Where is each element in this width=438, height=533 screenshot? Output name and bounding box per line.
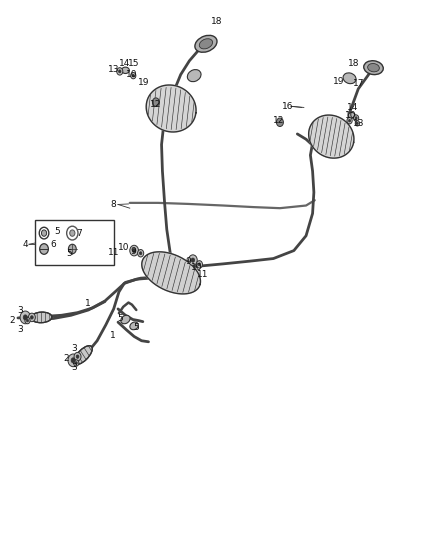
Text: 5: 5	[117, 314, 123, 323]
Text: 3: 3	[17, 325, 22, 334]
Text: 17: 17	[353, 79, 365, 88]
Ellipse shape	[74, 346, 92, 365]
Circle shape	[71, 358, 75, 363]
Text: 12: 12	[273, 116, 285, 125]
Circle shape	[28, 313, 35, 321]
Text: 19: 19	[138, 78, 150, 87]
Text: 14: 14	[347, 103, 359, 112]
Text: 4: 4	[22, 240, 28, 249]
Ellipse shape	[121, 67, 129, 74]
Polygon shape	[146, 85, 196, 132]
Circle shape	[132, 248, 136, 253]
Circle shape	[70, 230, 75, 236]
Text: 10: 10	[118, 244, 130, 253]
Circle shape	[31, 316, 33, 319]
Ellipse shape	[199, 39, 212, 49]
Ellipse shape	[187, 70, 201, 82]
Ellipse shape	[364, 61, 383, 75]
Text: 11: 11	[108, 248, 120, 257]
Circle shape	[68, 244, 76, 254]
Ellipse shape	[195, 35, 217, 52]
Text: 11: 11	[197, 270, 208, 279]
Circle shape	[353, 115, 359, 121]
Ellipse shape	[343, 73, 356, 84]
Text: 3: 3	[72, 344, 78, 353]
Text: 15: 15	[128, 60, 140, 68]
Text: 5: 5	[134, 323, 139, 332]
Circle shape	[74, 352, 81, 361]
Ellipse shape	[31, 312, 52, 322]
Text: 3: 3	[72, 363, 78, 372]
Circle shape	[132, 74, 134, 77]
Circle shape	[198, 263, 201, 266]
Circle shape	[130, 245, 138, 256]
Text: 9: 9	[186, 257, 191, 265]
Text: 7: 7	[76, 229, 82, 238]
Text: 19: 19	[333, 77, 344, 86]
Text: 13: 13	[353, 119, 364, 128]
Text: 3: 3	[17, 306, 22, 315]
Text: 18: 18	[211, 17, 223, 26]
Text: 18: 18	[348, 60, 360, 68]
Text: 8: 8	[111, 200, 117, 209]
Circle shape	[74, 360, 79, 366]
Text: 14: 14	[119, 60, 130, 68]
Text: 2: 2	[10, 316, 15, 325]
Circle shape	[20, 311, 31, 324]
Circle shape	[152, 98, 159, 107]
Circle shape	[357, 122, 358, 124]
Circle shape	[191, 258, 194, 262]
Bar	[35, 220, 114, 265]
Circle shape	[76, 355, 79, 358]
Text: 16: 16	[282, 102, 293, 111]
Circle shape	[23, 315, 28, 320]
Circle shape	[25, 317, 30, 324]
Circle shape	[349, 119, 350, 122]
Text: 5: 5	[66, 249, 72, 258]
Text: 10: 10	[191, 263, 202, 272]
Text: 10: 10	[345, 111, 356, 120]
Circle shape	[355, 120, 360, 126]
Circle shape	[119, 70, 121, 73]
Circle shape	[40, 244, 48, 254]
Ellipse shape	[121, 316, 130, 324]
Circle shape	[355, 117, 357, 119]
Text: 1: 1	[110, 331, 115, 340]
Text: 2: 2	[63, 354, 69, 364]
Polygon shape	[309, 115, 354, 158]
Circle shape	[139, 252, 142, 255]
Circle shape	[131, 72, 136, 79]
Circle shape	[117, 68, 123, 75]
Ellipse shape	[348, 112, 355, 118]
Polygon shape	[142, 252, 201, 294]
Text: 5: 5	[54, 227, 60, 236]
Circle shape	[188, 255, 197, 265]
Text: 12: 12	[150, 100, 162, 109]
Text: 10: 10	[126, 70, 138, 79]
Text: 9: 9	[130, 247, 136, 256]
Text: 13: 13	[108, 64, 120, 74]
Circle shape	[75, 362, 77, 364]
Circle shape	[42, 230, 47, 236]
Circle shape	[68, 354, 78, 367]
Circle shape	[276, 118, 283, 126]
Circle shape	[138, 249, 144, 257]
Text: 1: 1	[85, 299, 90, 308]
Circle shape	[196, 261, 202, 268]
Circle shape	[26, 319, 28, 322]
Ellipse shape	[367, 63, 379, 72]
Text: 6: 6	[51, 240, 57, 249]
Circle shape	[347, 117, 352, 124]
Ellipse shape	[130, 322, 138, 330]
